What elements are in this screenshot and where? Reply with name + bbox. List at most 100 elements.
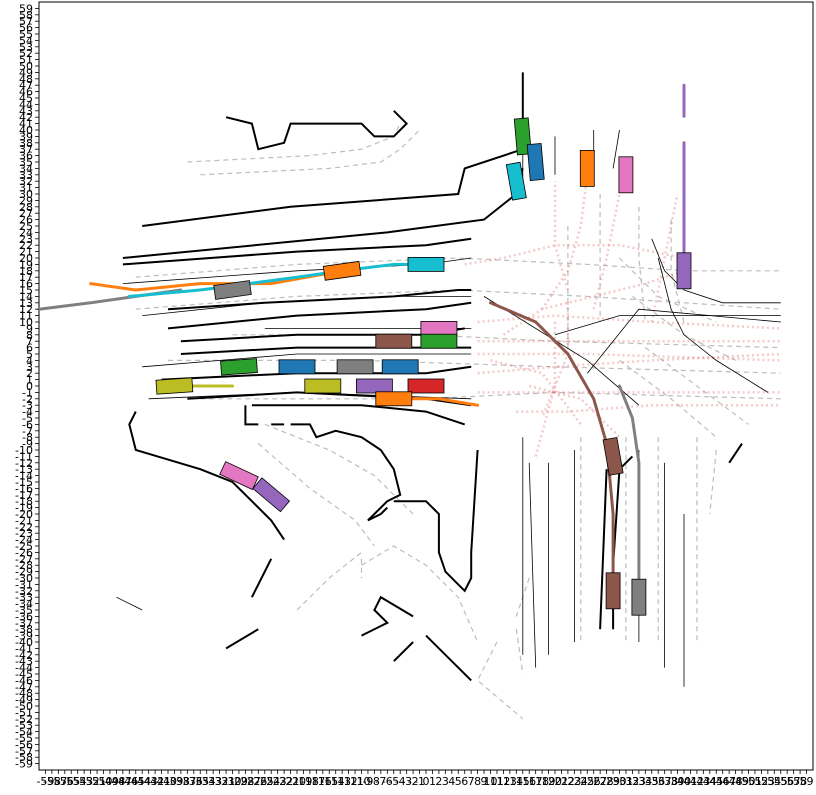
x-tick-label: -29 [230,775,248,788]
x-tick-label: 22 [561,775,575,788]
y-tick-label: 50 [19,60,33,73]
y-tick-label: 45 [19,92,33,105]
y-tick-label: -46 [15,674,33,687]
x-tick-label: 13 [503,775,517,788]
y-tick-label: 49 [19,66,33,79]
x-tick-label: -4 [395,775,406,788]
y-tick-label: 25 [19,220,33,233]
y-axis: -59-58-57-56-55-54-53-52-51-50-49-48-47-… [15,2,39,771]
y-tick-label: -3 [22,399,33,412]
y-tick-label: -19 [15,502,33,515]
y-tick-label: 39 [19,130,33,143]
red-candidate-path [477,352,781,362]
x-tick-label: -21 [282,775,300,788]
y-tick-label: -24 [15,534,33,547]
y-tick-label: 7 [26,335,33,348]
x-tick-label: 27 [593,775,607,788]
x-tick-label: 28 [600,775,614,788]
vehicle-box [602,436,624,476]
x-tick-label: 18 [535,775,549,788]
lane-line [142,353,472,368]
x-tick-label: 19 [542,775,556,788]
y-tick-label: -57 [15,745,33,758]
road-boundary [425,634,472,682]
x-tick-label: -8 [369,775,380,788]
x-tick-label: -12 [340,775,358,788]
gray-dashed-lane [361,545,479,643]
x-tick-label: -51 [88,775,106,788]
gray-dashed-lane [515,629,524,675]
x-tick-label: 33 [632,775,646,788]
y-tick-label: 19 [19,258,33,271]
x-tick-label: 47 [722,775,736,788]
y-tick-label: -58 [15,751,33,764]
y-tick-label: 44 [19,98,33,111]
gray-dashed-lane [200,129,420,176]
y-tick-label: 6 [26,342,33,355]
gray-dashed-lane [264,423,414,515]
x-tick-label: 50 [742,775,756,788]
y-tick-label: 26 [19,214,33,227]
y-tick-label: 47 [19,79,33,92]
y-tick-label: -50 [15,700,33,713]
y-tick-label: 23 [19,233,33,246]
red-candidate-path [534,322,557,457]
x-tick-label: 35 [645,775,659,788]
lane-line [116,596,143,611]
x-tick-label: -9 [362,775,373,788]
y-tick-label: -25 [15,540,33,553]
y-tick-label: 18 [19,265,33,278]
x-tick-label: 16 [522,775,536,788]
y-tick-label: -5 [22,412,33,425]
y-tick-label: 13 [19,297,33,310]
x-tick-label: -24 [262,775,280,788]
y-tick-label: 35 [19,156,33,169]
vehicle-box [304,378,342,394]
red-candidate-path [477,352,781,375]
y-tick-label: 37 [19,143,33,156]
vehicle-box [252,477,291,513]
y-tick-label: -26 [15,546,33,559]
y-tick-label: 57 [19,15,33,28]
y-tick-label: 42 [19,111,33,124]
x-tick-label: 14 [509,775,523,788]
x-tick-label: -2 [408,775,419,788]
x-tick-label: -38 [172,775,190,788]
y-tick-label: 54 [19,34,33,47]
y-tick-label: -36 [15,610,33,623]
gray-dashed-lane [135,257,781,278]
vehicle-box [336,359,374,375]
vehicle-box [278,359,316,375]
y-tick-label: 21 [19,246,33,259]
trajectory [618,384,641,599]
y-tick-label: 17 [19,271,33,284]
y-tick-label: 5 [26,348,33,361]
x-tick-label: 57 [787,775,801,788]
y-tick-label: -10 [15,444,33,457]
y-tick-label: 51 [19,54,33,67]
y-tick-label: 59 [19,2,33,15]
gray-dashed-lane [619,257,717,323]
y-tick-label: -29 [15,566,33,579]
y-tick-label: 10 [19,316,33,329]
gray-dashed-lane [709,449,717,515]
y-tick-label: 29 [19,194,33,207]
lane-line [651,238,781,304]
y-tick-label: -27 [15,553,33,566]
x-tick-label: 59 [800,775,814,788]
x-tick-label: -30 [224,775,242,788]
y-tick-label: 48 [19,73,33,86]
x-tick-label: -31 [217,775,235,788]
y-tick-label: 15 [19,284,33,297]
x-tick-label: -58 [43,775,61,788]
y-tick-label: 36 [19,150,33,163]
y-tick-label: -35 [15,604,33,617]
x-tick-label: 46 [716,775,730,788]
x-tick-label: 12 [496,775,510,788]
y-tick-label: 0 [26,380,33,393]
y-tick-label: -30 [15,572,33,585]
x-tick-label: -33 [204,775,222,788]
trajectories [37,83,686,599]
road-boundary [251,404,466,426]
x-tick-label: 53 [761,775,775,788]
